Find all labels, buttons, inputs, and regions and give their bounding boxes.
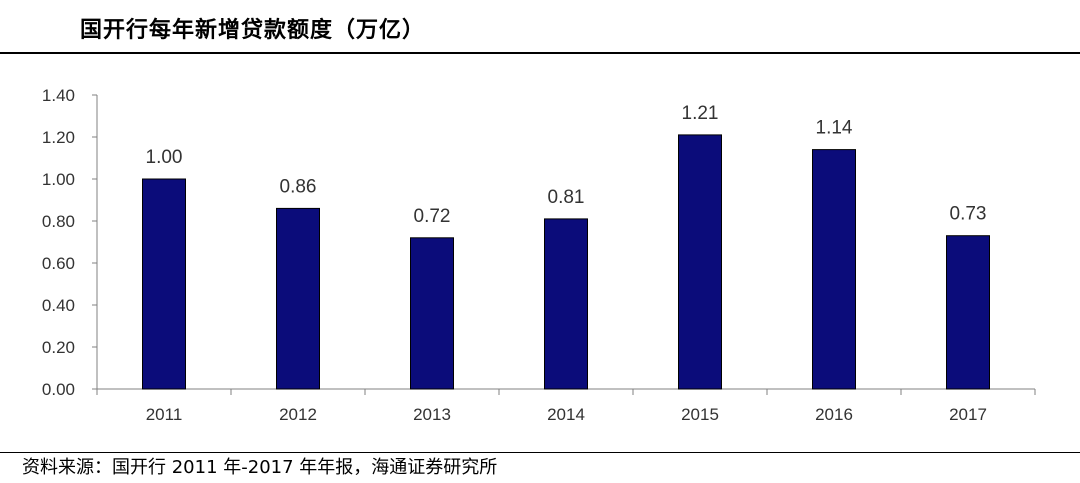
data-label: 0.81 xyxy=(548,187,585,208)
chart-title: 国开行每年新增贷款额度（万亿） xyxy=(80,18,426,43)
source-note: 资料来源：国开行 2011 年-2017 年年报，海通证券研究所 xyxy=(0,452,1080,482)
y-tick-label: 0.40 xyxy=(42,296,75,315)
bar xyxy=(812,149,856,390)
y-tick-label: 0.20 xyxy=(42,338,75,357)
bar xyxy=(544,218,588,390)
x-tick-label: 2015 xyxy=(681,405,719,424)
x-tick-label: 2011 xyxy=(146,405,183,424)
x-tick-label: 2012 xyxy=(279,405,317,424)
y-tick-label: 0.00 xyxy=(42,380,75,399)
title-bar: 国开行每年新增贷款额度（万亿） xyxy=(0,0,1080,54)
x-tick-label: 2013 xyxy=(413,405,451,424)
bar xyxy=(946,235,990,390)
y-tick-label: 1.00 xyxy=(42,170,75,189)
y-tick-label: 1.20 xyxy=(42,128,75,147)
data-label: 0.86 xyxy=(280,176,317,197)
y-tick-label: 1.40 xyxy=(42,86,75,105)
y-tick-label: 0.80 xyxy=(42,212,75,231)
bar xyxy=(276,207,320,390)
bar-chart: 0.00 0.20 0.40 0.60 0.80 1.00 1.20 1.40 1.00 2011… xyxy=(42,86,1036,424)
x-tick-label: 2016 xyxy=(815,405,853,424)
x-tick-label: 2017 xyxy=(949,405,987,424)
data-label: 1.14 xyxy=(816,118,853,139)
data-label: 0.72 xyxy=(414,206,451,227)
data-label: 1.00 xyxy=(146,147,183,168)
bar xyxy=(410,237,454,390)
data-label: 1.21 xyxy=(682,103,719,124)
x-tick-label: 2014 xyxy=(547,405,585,424)
data-label: 0.73 xyxy=(950,204,987,225)
bar xyxy=(678,134,722,390)
bar xyxy=(142,178,186,390)
y-tick-label: 0.60 xyxy=(42,254,75,273)
chart-area: 0.00 0.20 0.40 0.60 0.80 1.00 1.20 1.40 1.00 2011… xyxy=(0,54,1080,450)
